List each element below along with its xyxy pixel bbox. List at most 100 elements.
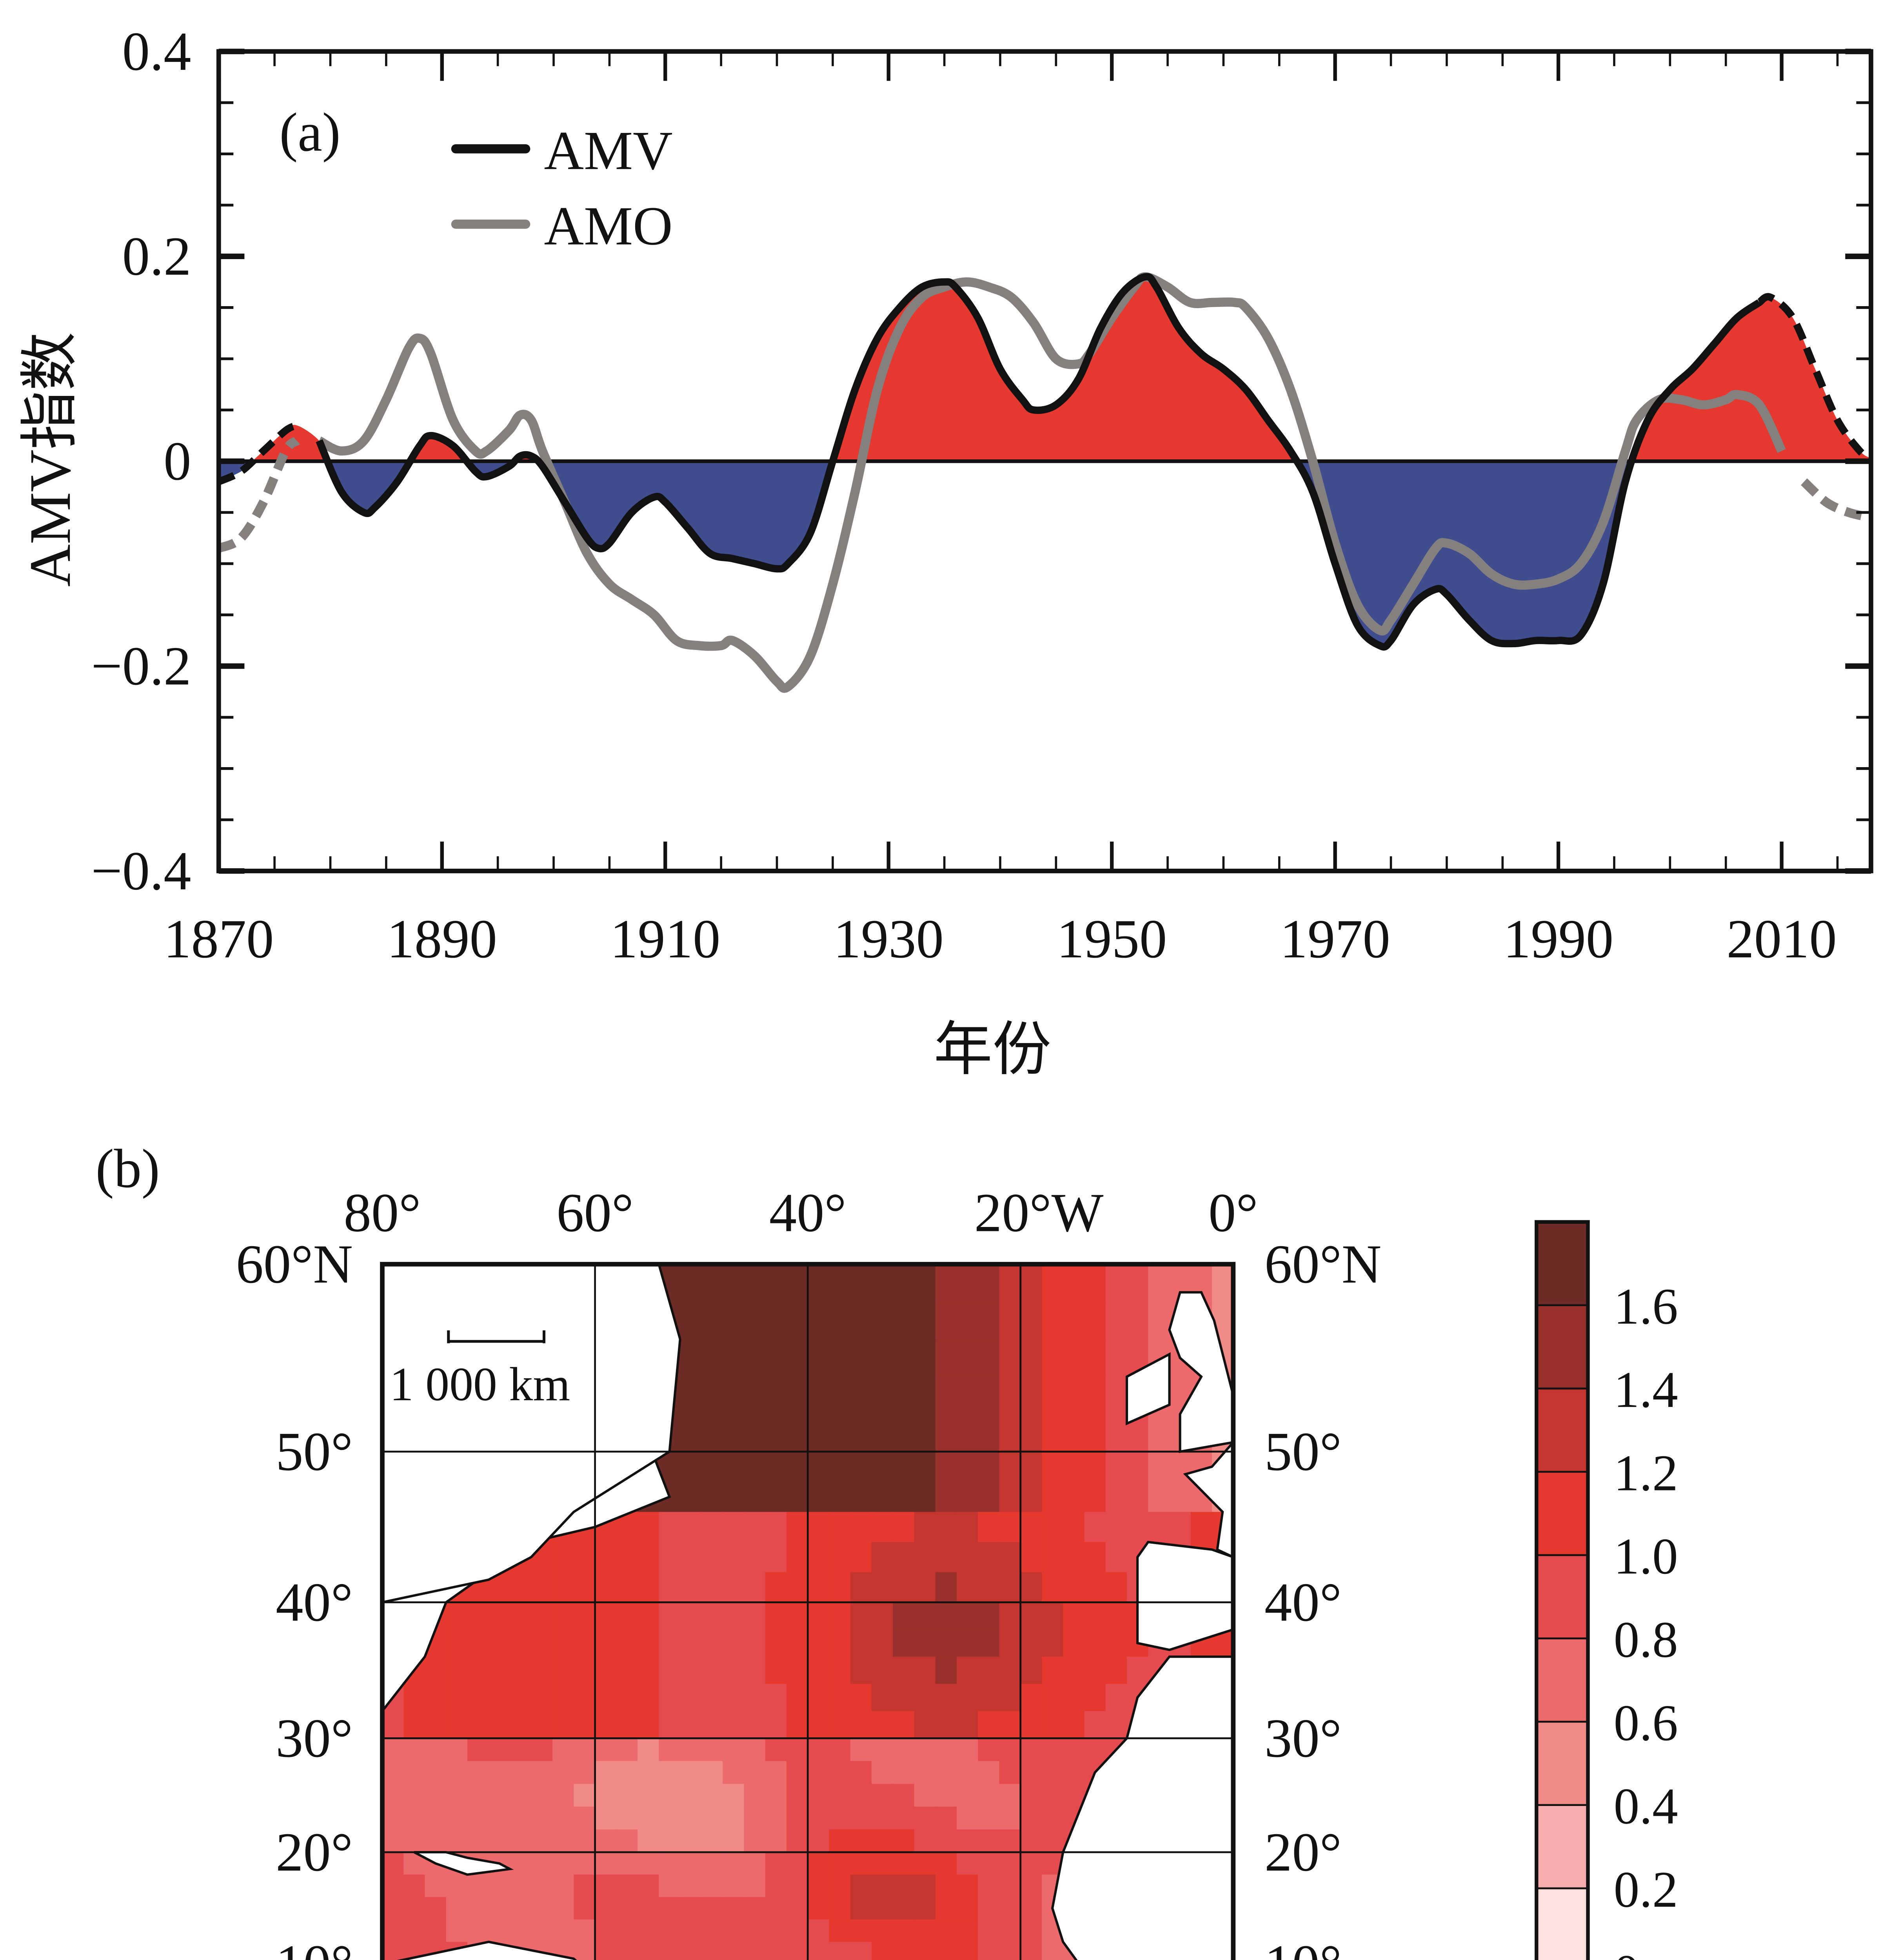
map-right-lat-label: 20° [1264, 1822, 1342, 1883]
field-cell [616, 1542, 639, 1573]
field-cell [893, 1657, 916, 1685]
field-cell [808, 1919, 830, 1943]
field-cell [467, 1657, 490, 1685]
field-cell [956, 1414, 979, 1453]
field-cell [1063, 1657, 1086, 1685]
field-cell [808, 1684, 830, 1712]
field-cell [786, 1897, 809, 1921]
field-cell [871, 1919, 894, 1943]
field-cell [765, 1684, 788, 1712]
field-cell [871, 1875, 894, 1898]
field-cell [829, 1301, 852, 1341]
field-cell [850, 1452, 873, 1483]
field-cell [723, 1852, 745, 1876]
field-cell [1063, 1482, 1086, 1513]
field-cell [1084, 1572, 1107, 1604]
field-cell [510, 1852, 532, 1876]
map-left-lat-label: 60°N [236, 1234, 353, 1295]
field-cell [723, 1657, 745, 1685]
field-cell [829, 1919, 852, 1943]
field-cell [467, 1829, 490, 1853]
field-cell [914, 1942, 937, 1960]
field-cell [701, 1761, 724, 1785]
field-cell [680, 1542, 703, 1573]
field-cell [744, 1512, 767, 1543]
field-cell [680, 1711, 703, 1740]
field-cell [425, 1761, 447, 1785]
field-cell [744, 1761, 767, 1785]
field-cell [850, 1829, 873, 1853]
field-cell [829, 1376, 852, 1416]
field-cell [808, 1602, 830, 1631]
field-cell [382, 1711, 405, 1740]
field-cell [999, 1339, 1022, 1378]
field-cell [999, 1264, 1022, 1303]
field-cell [765, 1919, 788, 1943]
colorbar: 1.61.41.21.00.80.60.40.20−0.2−0.4−0.6−0.… [1535, 1220, 1678, 1960]
field-cell [893, 1684, 916, 1712]
field-cell [1041, 1711, 1065, 1740]
field-cell [425, 1875, 447, 1898]
field-cell [574, 1738, 596, 1762]
field-cell [701, 1339, 724, 1378]
field-cell [382, 1738, 405, 1762]
field-cell [786, 1738, 809, 1762]
field-cell [956, 1852, 979, 1876]
field-cell [829, 1629, 852, 1658]
field-cell [1084, 1414, 1107, 1453]
field-cell [531, 1738, 554, 1762]
x-tick-label: 1990 [1503, 909, 1613, 969]
field-cell [1041, 1414, 1065, 1453]
field-cell [595, 1852, 618, 1876]
field-cell [829, 1711, 852, 1740]
field-cell [1063, 1452, 1086, 1483]
field-cell [574, 1829, 596, 1853]
legend-item-amv: AMV [451, 120, 673, 181]
field-cell [786, 1339, 809, 1378]
field-cell [638, 1512, 660, 1543]
panel-a-label: (a) [280, 102, 341, 163]
field-cell [659, 1542, 681, 1573]
france-land [1183, 1440, 1233, 1559]
colorbar-swatch [1535, 1304, 1589, 1390]
map-right-lat-label: 50° [1264, 1421, 1342, 1482]
field-cell [531, 1919, 554, 1943]
field-cell [744, 1711, 767, 1740]
field-cell [786, 1264, 809, 1303]
field-cell [808, 1829, 830, 1853]
field-cell [552, 1657, 575, 1685]
field-cell [893, 1482, 916, 1513]
field-cell [871, 1376, 894, 1416]
field-cell [1127, 1301, 1150, 1341]
field-cell [935, 1452, 958, 1483]
field-cell [744, 1629, 767, 1658]
field-cell [723, 1339, 745, 1378]
field-cell [850, 1806, 873, 1831]
field-cell [829, 1264, 852, 1303]
field-cell [765, 1738, 788, 1762]
field-cell [1041, 1657, 1065, 1685]
amo-line-dashed-end [1800, 478, 1871, 522]
field-cell [744, 1264, 767, 1303]
field-cell [531, 1761, 554, 1785]
map-right-lat-label: 60°N [1264, 1234, 1381, 1295]
field-cell [956, 1512, 979, 1543]
field-cell [701, 1657, 724, 1685]
field-cell [914, 1829, 937, 1853]
field-cell [871, 1684, 894, 1712]
field-cell [893, 1784, 916, 1808]
field-cell [638, 1572, 660, 1604]
amo-line-dashed-start [218, 437, 300, 553]
field-cell [808, 1414, 830, 1453]
colorbar-tick-label: 0.2 [1614, 1861, 1678, 1918]
field-cell [978, 1919, 1001, 1943]
field-cell [999, 1829, 1022, 1853]
field-cell [871, 1339, 894, 1378]
field-cell [935, 1875, 958, 1898]
field-cell [914, 1897, 937, 1921]
iberia-land [1136, 1541, 1233, 1651]
field-cell [999, 1784, 1022, 1808]
field-cell [935, 1897, 958, 1921]
field-cell [786, 1572, 809, 1604]
field-cell [489, 1875, 511, 1898]
